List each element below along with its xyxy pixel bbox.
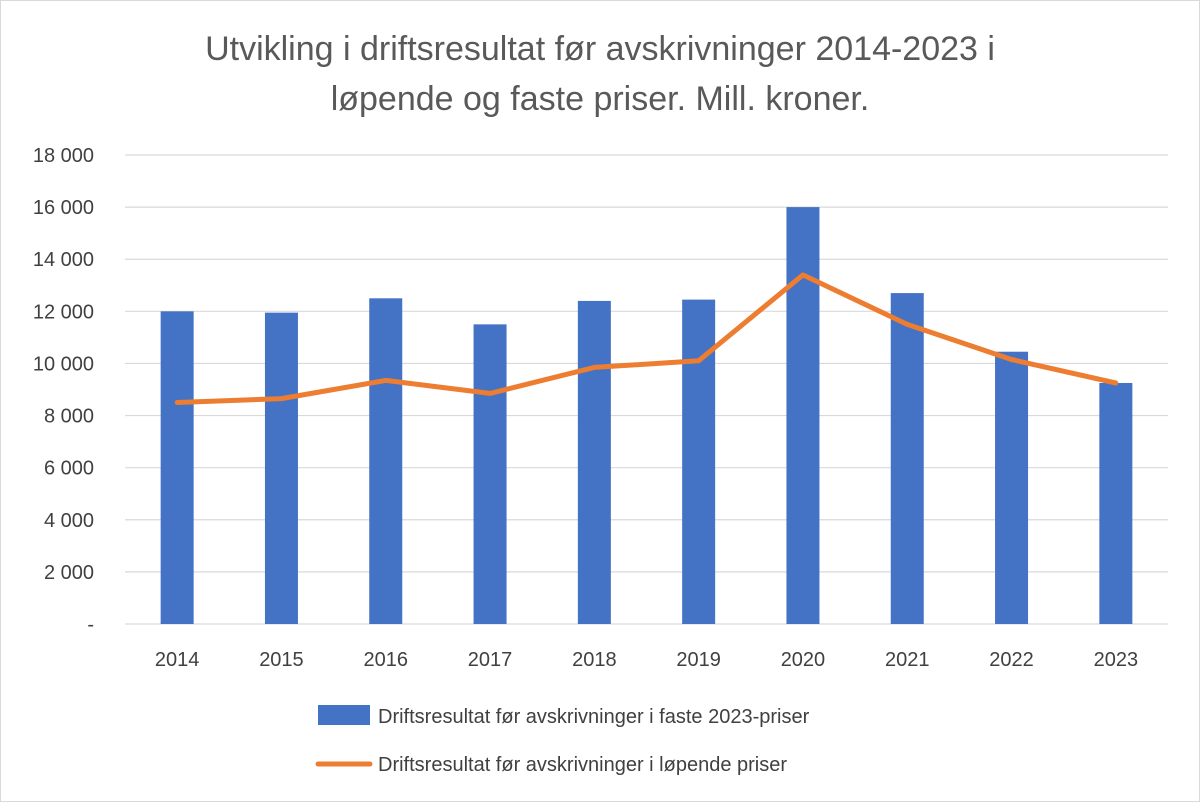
legend: Driftsresultat før avskrivninger i faste… (315, 705, 810, 776)
y-tick-label: 18 000 (33, 145, 94, 167)
x-tick-label: 2021 (885, 649, 930, 671)
x-tick-label: 2018 (572, 649, 617, 671)
bar-2017 (473, 324, 507, 624)
bar-2014 (160, 311, 194, 624)
x-tick-label: 2015 (259, 649, 304, 671)
line-loepende-priser (174, 272, 1119, 405)
y-tick-label: - (87, 614, 94, 636)
x-tick-label: 2020 (781, 649, 826, 671)
y-tick-label: 4 000 (44, 510, 94, 532)
bar-2015 (264, 312, 298, 624)
x-axis-ticks: 2014 2015 2016 2017 2018 2019 2020 2021 2022 2023 (155, 649, 1138, 671)
bar-2021 (890, 293, 924, 624)
bar-2022 (995, 351, 1029, 624)
legend-bar-swatch (318, 705, 370, 725)
y-tick-label: 10 000 (33, 353, 94, 375)
x-tick-label: 2014 (155, 649, 200, 671)
line-series (174, 272, 1119, 405)
x-tick-label: 2019 (676, 649, 721, 671)
x-tick-label: 2022 (989, 649, 1034, 671)
bar-2016 (369, 298, 403, 624)
y-tick-label: 16 000 (33, 197, 94, 219)
x-tick-label: 2023 (1094, 649, 1139, 671)
y-tick-label: 12 000 (33, 301, 94, 323)
legend-bar-label: Driftsresultat før avskrivninger i faste… (378, 706, 810, 728)
y-tick-label: 2 000 (44, 562, 94, 584)
chart-title-line-2: løpende og faste priser. Mill. kroner. (331, 80, 870, 118)
legend-line-label: Driftsresultat før avskrivninger i løpen… (378, 754, 787, 776)
y-tick-label: 6 000 (44, 458, 94, 480)
bar-2023 (1099, 382, 1133, 624)
chart-title-line-1: Utvikling i driftsresultat før avskrivni… (205, 30, 995, 68)
bar-2020 (786, 207, 820, 624)
y-tick-label: 8 000 (44, 406, 94, 428)
bar-2018 (577, 300, 611, 624)
x-tick-label: 2017 (468, 649, 513, 671)
y-tick-label: 14 000 (33, 249, 94, 271)
grid-layer (125, 154, 1168, 625)
x-tick-label: 2016 (364, 649, 409, 671)
bar-series (160, 207, 1133, 624)
y-axis-ticks: - 2 000 4 000 6 000 8 000 10 000 12 000 14 000 1… (33, 145, 94, 636)
